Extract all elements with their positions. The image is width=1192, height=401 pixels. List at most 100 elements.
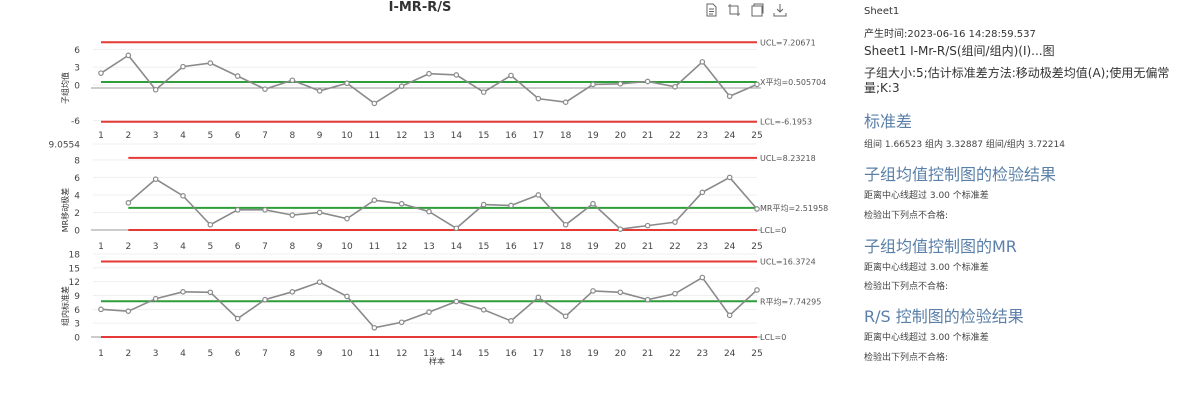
copy-icon[interactable] (750, 3, 764, 17)
x-tick-label: 4 (180, 131, 186, 141)
data-point (125, 52, 132, 59)
data-point (180, 289, 186, 295)
chart-subtitle: Sheet1 I-Mr-R/S(组间/组内)(I)...图 (864, 44, 1055, 58)
x-tick-label: 20 (615, 242, 627, 252)
data-point (535, 95, 542, 102)
data-point (398, 200, 405, 207)
x-tick-label: 9 (317, 242, 323, 252)
x-tick-label: 10 (341, 349, 353, 359)
section3-line1: 距离中心线超过 3.00 个标准差 (864, 333, 989, 343)
x-tick-label: 10 (341, 242, 353, 252)
x-tick-label: 1 (98, 131, 104, 141)
x-tick-label: 13 (423, 131, 434, 141)
data-point (262, 86, 268, 92)
data-point (180, 193, 186, 199)
chart-title: I-MR-R/S (388, 0, 452, 15)
data-point (562, 313, 569, 320)
crop-icon[interactable] (727, 3, 741, 17)
data-point (644, 296, 651, 303)
x-tick-label: 13 (423, 349, 434, 359)
x-tick-label: 7 (262, 242, 268, 252)
center-label: X平均=0.505704 (760, 77, 826, 87)
x-tick-label: 2 (125, 131, 131, 141)
data-point (262, 296, 268, 303)
x-tick-label: 6 (235, 349, 241, 359)
series-line (100, 276, 758, 329)
data-point (207, 289, 214, 296)
section2-line1: 距离中心线超过 3.00 个标准差 (864, 263, 989, 273)
x-tick-label: 19 (587, 242, 599, 252)
x-tick-label: 6 (235, 131, 241, 141)
x-tick-label: 18 (560, 131, 572, 141)
download-icon[interactable] (773, 3, 787, 17)
data-point (562, 221, 569, 228)
data-point (289, 289, 296, 295)
data-point (180, 63, 186, 70)
data-point (535, 192, 542, 198)
x-tick-label: 11 (369, 349, 380, 359)
data-point (207, 221, 214, 228)
y-tick-label: 15 (69, 264, 80, 274)
data-point (699, 189, 706, 196)
x-tick-label: 5 (207, 242, 213, 252)
x-tick-label: 15 (478, 242, 489, 252)
data-point (152, 86, 159, 93)
data-point (453, 72, 460, 78)
data-point (480, 306, 487, 313)
x-tick-label: 3 (153, 242, 159, 252)
y-tick-label: 6 (74, 174, 80, 184)
x-tick-label: 12 (396, 131, 407, 141)
document-icon[interactable] (704, 3, 718, 17)
data-point (453, 298, 460, 305)
data-point (289, 212, 296, 218)
x-tick-label: 23 (697, 349, 708, 359)
x-tick-label: 24 (724, 242, 736, 252)
data-point (207, 60, 214, 66)
x-tick-label: 25 (751, 242, 762, 252)
x-tick-label: 16 (505, 131, 517, 141)
y-axis-label: 组内标准差 (60, 286, 70, 326)
data-point (644, 222, 651, 229)
data-point (590, 288, 596, 294)
x-tick-label: 21 (642, 131, 653, 141)
y-tick-label: 3 (74, 320, 80, 330)
generated-time: 产生时间:2023-06-16 14:28:59.537 (864, 29, 1036, 40)
data-point (98, 306, 104, 313)
data-point (344, 215, 350, 222)
data-point (508, 202, 514, 209)
x-tick-label: 14 (451, 242, 463, 252)
data-point (125, 200, 132, 206)
section1-line1: 距离中心线超过 3.00 个标准差 (864, 191, 989, 201)
x-tick-label: 8 (289, 131, 295, 141)
y-tick-label: 9 (74, 292, 80, 302)
x-tick-label: 23 (697, 242, 708, 252)
data-point (726, 174, 733, 181)
y-tick-label: 8 (74, 156, 80, 166)
x-tick-label: 5 (207, 131, 213, 141)
series-line (127, 176, 758, 230)
center-label: R平均=7.74295 (760, 296, 821, 306)
data-point (754, 206, 760, 212)
x-tick-label: 14 (451, 349, 463, 359)
y-tick-label: 3 (74, 64, 80, 74)
x-tick-label: 25 (751, 131, 762, 141)
stdev-heading: 标准差 (864, 112, 913, 131)
x-tick-label: 2 (125, 349, 131, 359)
x-tick-label: 5 (207, 349, 213, 359)
x-tick-label: 12 (396, 242, 407, 252)
section1-heading: 子组均值控制图的检验结果 (864, 165, 1057, 184)
data-point (480, 201, 487, 208)
x-tick-label: 18 (560, 349, 572, 359)
data-point (699, 274, 706, 281)
x-tick-label: 21 (642, 242, 653, 252)
data-point (453, 225, 460, 232)
lcl-label: LCL=-6.1953 (760, 118, 812, 127)
data-point (617, 226, 624, 232)
y-tick-label: 4 (74, 191, 80, 201)
data-point (590, 200, 596, 207)
data-point (480, 89, 487, 95)
x-tick-label: 3 (153, 131, 159, 141)
data-point (535, 294, 542, 301)
data-point (617, 81, 624, 87)
data-point (125, 308, 132, 314)
